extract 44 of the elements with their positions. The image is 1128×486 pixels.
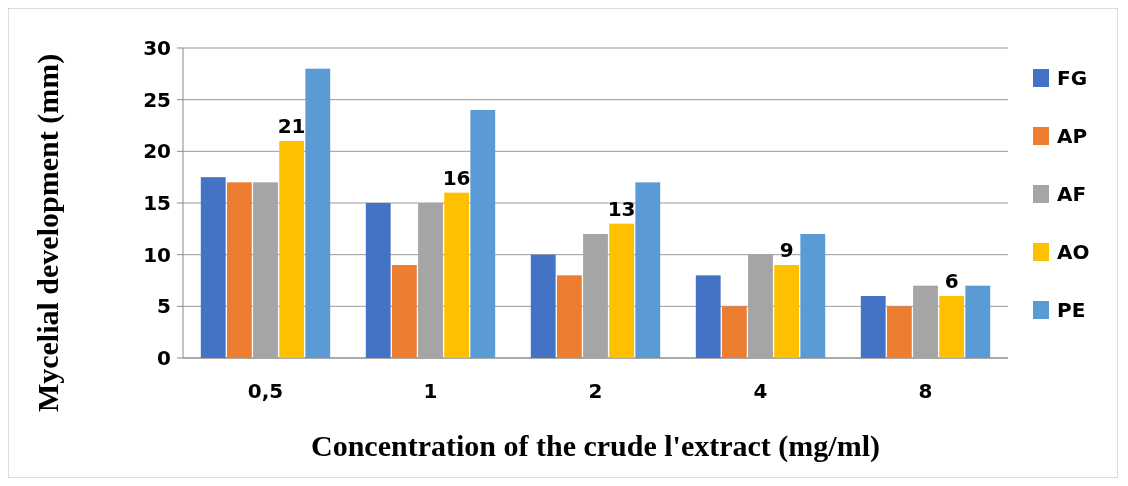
bar bbox=[695, 275, 721, 358]
bar bbox=[279, 141, 305, 358]
bar bbox=[556, 275, 582, 358]
data-label: 16 bbox=[442, 165, 471, 190]
bar bbox=[200, 177, 226, 358]
legend-label: PE bbox=[1057, 298, 1086, 322]
bar bbox=[365, 203, 391, 358]
data-label: 6 bbox=[944, 269, 959, 293]
bar bbox=[774, 265, 800, 358]
legend-label: FG bbox=[1057, 66, 1088, 90]
bar bbox=[530, 254, 556, 358]
y-tick-label: 30 bbox=[143, 36, 171, 60]
y-tick-label: 25 bbox=[143, 87, 171, 112]
bar bbox=[391, 265, 417, 358]
data-label: 21 bbox=[277, 114, 306, 138]
y-axis-title: Mycelial development (mm) bbox=[31, 53, 65, 413]
bar bbox=[860, 296, 886, 358]
x-tick-label: 0,5 bbox=[247, 379, 284, 403]
bar bbox=[721, 306, 747, 358]
y-tick-label: 0 bbox=[157, 346, 171, 370]
y-tick-label: 20 bbox=[143, 139, 171, 164]
x-tick-label: 2 bbox=[588, 379, 603, 403]
data-label: 13 bbox=[607, 196, 636, 221]
bar bbox=[886, 306, 912, 358]
legend-label: AO bbox=[1057, 240, 1090, 264]
x-tick-label: 1 bbox=[423, 379, 438, 403]
x-axis-title: Concentration of the crude l'extract (mg/ml) bbox=[310, 429, 881, 463]
bar bbox=[800, 234, 826, 358]
y-tick-label: 10 bbox=[143, 242, 171, 267]
bar bbox=[635, 182, 661, 358]
bar bbox=[305, 68, 331, 358]
bar bbox=[444, 192, 470, 358]
x-tick-label: 4 bbox=[753, 379, 768, 403]
data-label: 9 bbox=[779, 238, 794, 262]
bar bbox=[609, 223, 635, 358]
legend-label: AP bbox=[1057, 124, 1088, 148]
bar bbox=[965, 285, 991, 358]
y-tick-label: 15 bbox=[143, 191, 171, 215]
x-tick-label: 8 bbox=[918, 379, 933, 403]
y-tick-label: 5 bbox=[157, 294, 171, 319]
bar bbox=[226, 182, 252, 358]
legend-label: AF bbox=[1057, 182, 1087, 206]
bar bbox=[939, 296, 965, 358]
bar bbox=[470, 110, 496, 358]
